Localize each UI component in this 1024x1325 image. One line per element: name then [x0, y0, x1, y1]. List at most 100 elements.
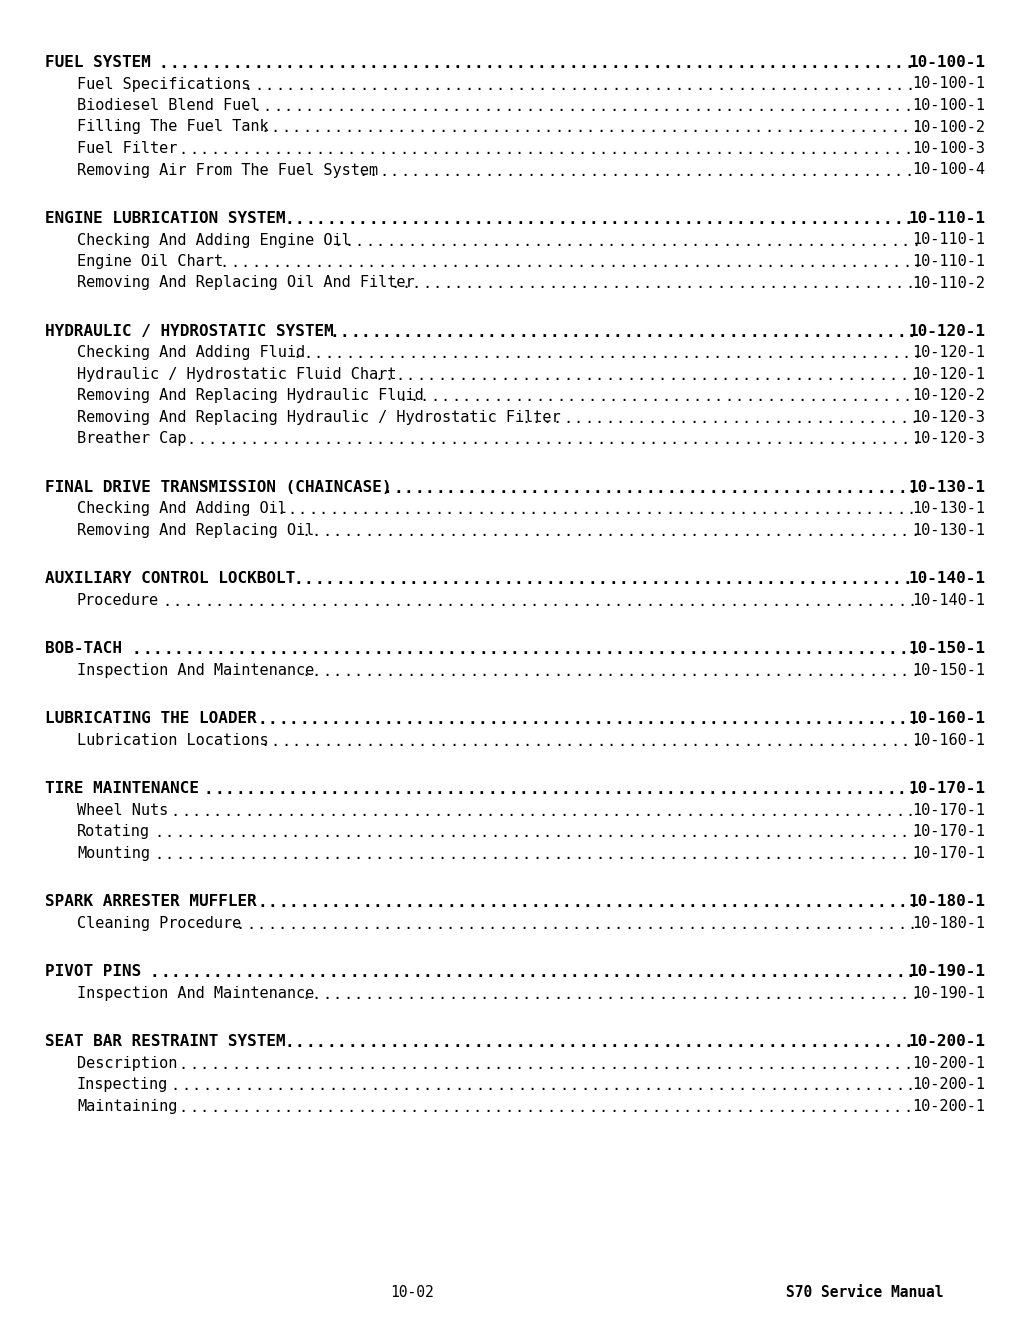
Text: .: . — [700, 523, 709, 539]
Text: .: . — [428, 233, 437, 249]
Text: .: . — [562, 713, 571, 727]
Text: .: . — [769, 966, 779, 980]
Text: .: . — [395, 368, 404, 383]
Text: .: . — [903, 142, 912, 156]
Text: .: . — [339, 1079, 347, 1093]
Text: .: . — [800, 277, 809, 292]
Text: .: . — [579, 212, 588, 227]
Text: .: . — [386, 432, 395, 448]
Text: .: . — [725, 212, 735, 227]
Text: .: . — [683, 99, 691, 114]
Text: .: . — [457, 896, 467, 910]
Text: .: . — [593, 594, 602, 610]
Text: .: . — [612, 502, 622, 518]
Text: .: . — [862, 56, 871, 72]
Text: .: . — [796, 432, 805, 448]
Text: .: . — [656, 713, 666, 727]
Text: .: . — [830, 56, 841, 72]
Text: .: . — [548, 277, 557, 292]
Text: .: . — [654, 325, 665, 341]
Text: .: . — [900, 847, 909, 863]
Text: .: . — [357, 99, 367, 114]
Text: .: . — [713, 347, 722, 362]
Text: .: . — [693, 212, 703, 227]
Text: .: . — [593, 917, 602, 931]
Text: .: . — [684, 56, 693, 72]
Text: .: . — [216, 643, 225, 657]
Text: .: . — [278, 783, 287, 798]
Text: .: . — [652, 56, 662, 72]
Text: .: . — [317, 804, 327, 819]
Text: .: . — [200, 142, 209, 156]
Text: .: . — [590, 277, 599, 292]
Text: .: . — [221, 56, 231, 72]
Text: .: . — [385, 825, 394, 840]
Text: .: . — [715, 212, 724, 227]
Text: .: . — [326, 99, 335, 114]
Text: .: . — [460, 734, 469, 749]
Text: .: . — [827, 121, 837, 135]
Text: .: . — [621, 163, 630, 179]
Text: .: . — [615, 664, 625, 678]
Text: .: . — [412, 277, 421, 292]
Text: .: . — [484, 163, 494, 179]
Text: .: . — [244, 77, 253, 93]
Text: .: . — [658, 825, 668, 840]
Text: .: . — [694, 163, 703, 179]
Text: .: . — [268, 643, 278, 657]
Text: .: . — [824, 896, 834, 910]
Text: .: . — [656, 481, 666, 496]
Text: .: . — [450, 233, 458, 249]
Text: .: . — [521, 664, 530, 678]
Text: .: . — [779, 277, 788, 292]
Text: .: . — [458, 643, 467, 657]
Text: .: . — [613, 917, 623, 931]
Text: .: . — [562, 643, 571, 657]
Text: .: . — [525, 142, 535, 156]
Text: .: . — [398, 390, 408, 404]
Text: .: . — [543, 523, 552, 539]
Text: .: . — [554, 233, 563, 249]
Text: .: . — [819, 1100, 828, 1116]
Text: .: . — [580, 277, 589, 292]
Text: .: . — [784, 664, 793, 678]
Text: .: . — [658, 987, 667, 1002]
Text: .: . — [787, 99, 797, 114]
Text: .: . — [243, 56, 252, 72]
Text: .: . — [782, 713, 792, 727]
Text: .: . — [437, 987, 446, 1002]
Text: .: . — [379, 212, 388, 227]
Text: .: . — [406, 523, 415, 539]
Text: .: . — [375, 664, 384, 678]
Text: .: . — [433, 804, 442, 819]
Text: .: . — [286, 1079, 295, 1093]
Text: .: . — [531, 368, 541, 383]
Text: .: . — [901, 121, 909, 135]
Text: .: . — [812, 783, 822, 798]
Text: .: . — [367, 347, 376, 362]
Text: .: . — [369, 56, 378, 72]
Text: .: . — [521, 987, 530, 1002]
Text: .: . — [501, 825, 510, 840]
Text: .: . — [699, 411, 709, 427]
Text: .: . — [887, 594, 896, 610]
Text: .: . — [840, 1057, 849, 1072]
Text: .: . — [272, 254, 281, 270]
Text: .: . — [346, 99, 355, 114]
Text: .: . — [242, 142, 251, 156]
Text: .: . — [569, 1079, 579, 1093]
Text: .: . — [324, 734, 333, 749]
Text: .: . — [368, 1057, 377, 1072]
Text: .: . — [658, 523, 667, 539]
Text: .: . — [882, 572, 891, 587]
Text: .: . — [268, 896, 278, 910]
Text: .: . — [698, 713, 708, 727]
Text: 10-140-1: 10-140-1 — [912, 594, 985, 608]
Text: .: . — [333, 825, 342, 840]
Text: .: . — [398, 254, 408, 270]
Text: .: . — [303, 254, 312, 270]
Text: .: . — [848, 121, 857, 135]
Text: .: . — [418, 121, 427, 135]
Text: .: . — [415, 594, 424, 610]
Text: .: . — [841, 1036, 850, 1051]
